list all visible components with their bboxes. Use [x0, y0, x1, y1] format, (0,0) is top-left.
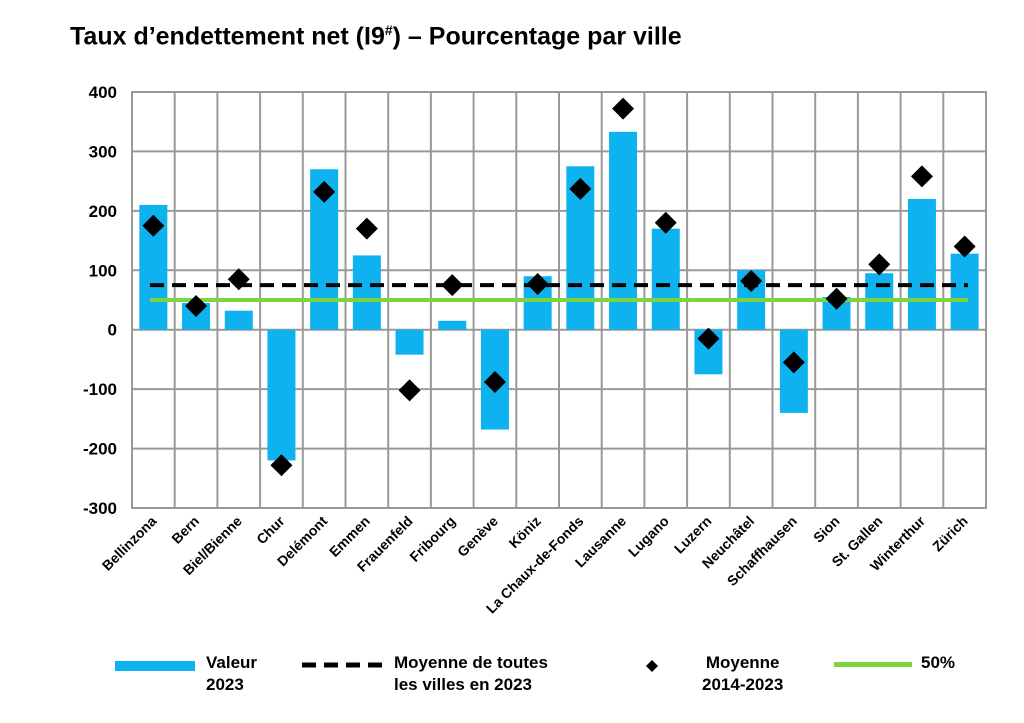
marker-diamond: [313, 180, 336, 203]
bar: [352, 255, 381, 330]
marker-diamond: [483, 371, 506, 394]
x-tick-label: Köniz: [506, 513, 544, 551]
y-tick-label: -300: [83, 499, 117, 518]
legend-bar-swatch: [115, 661, 195, 671]
chart-title: Taux d’endettement net (I9#) – Pourcenta…: [70, 22, 682, 51]
marker-diamond: [697, 327, 720, 350]
legend-marker-label-line2: 2014-2023: [702, 675, 784, 694]
x-tick-label: Lugano: [625, 513, 672, 560]
x-tick-label: Bern: [168, 513, 202, 547]
legend-mean-label: Moyenne de toutes les villes en 2023: [394, 652, 548, 696]
y-tick-label: -200: [83, 440, 117, 459]
marker-diamond: [227, 268, 250, 291]
marker-diamond: [654, 211, 677, 234]
marker-diamond: [953, 235, 976, 258]
chart-title-main: Taux d’endettement net (I9: [70, 22, 385, 51]
marker-diamond: [142, 214, 165, 237]
bar: [950, 253, 979, 330]
x-tick-label: Genève: [454, 513, 501, 560]
marker-diamond: [441, 274, 464, 297]
marker-diamond: [868, 253, 891, 276]
marker-diamond: [355, 217, 378, 240]
x-tick-label: Fribourg: [406, 513, 458, 565]
x-tick-label: Zürich: [929, 513, 971, 555]
x-tick-label: Sion: [810, 513, 843, 546]
marker-diamond: [825, 287, 848, 310]
y-tick-label: 100: [89, 261, 117, 280]
legend-bar-label-line1: Valeur: [206, 653, 258, 672]
bar: [609, 131, 638, 330]
legend-target-swatch: [834, 662, 912, 667]
marker-diamond: [782, 351, 805, 374]
marker-diamond: [612, 97, 635, 120]
marker-diamond: [740, 269, 763, 292]
marker-diamond: [910, 165, 933, 188]
y-tick-label: 0: [108, 321, 117, 340]
marker-diamond: [270, 454, 293, 477]
bar: [651, 228, 680, 330]
legend-mean-label-line1: Moyenne de toutes: [394, 653, 548, 672]
legend-bar-label-line2: 2023: [206, 675, 244, 694]
legend-mean-swatch: [302, 662, 388, 668]
y-tick-label: -100: [83, 380, 117, 399]
legend-marker-diamond: [646, 660, 658, 672]
legend-marker-label-line1: Moyenne: [705, 653, 780, 672]
legend-marker-swatch: [646, 660, 658, 672]
x-tick-label: Bellinzona: [99, 513, 160, 574]
bar: [907, 198, 936, 330]
bar: [438, 320, 467, 330]
legend-bar-label: Valeur 2023: [206, 652, 257, 696]
y-tick-label: 400: [89, 83, 117, 102]
bar: [224, 310, 253, 330]
chart-title-rest: ) – Pourcentage par ville: [392, 22, 682, 51]
y-tick-label: 300: [89, 142, 117, 161]
x-tick-label: Chur: [253, 512, 288, 547]
marker-diamond: [569, 177, 592, 200]
y-tick-label: 200: [89, 202, 117, 221]
marker-diamond: [185, 294, 208, 317]
bar: [267, 329, 296, 461]
legend-mean-label-line2: les villes en 2023: [394, 675, 532, 694]
legend-marker-label: Moyenne 2014-2023: [702, 652, 783, 696]
marker-diamond: [526, 272, 549, 295]
bar: [395, 329, 424, 355]
legend-target-label: 50%: [921, 653, 956, 672]
marker-diamond: [398, 379, 421, 402]
chart-title-sup: #: [384, 22, 393, 38]
